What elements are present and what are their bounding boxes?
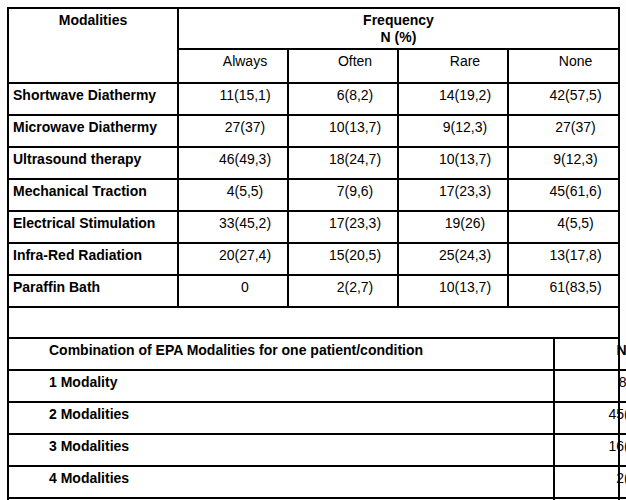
value-cell: 10(13,7) xyxy=(288,115,398,147)
modalities-frequency-table: Modalities Frequency N (%) Always Often … xyxy=(9,9,618,306)
value-cell: 11(15,1) xyxy=(178,83,288,115)
value-cell: 27(37) xyxy=(508,115,618,147)
row-label: Electrical Stimulation xyxy=(9,211,178,243)
frequency-group-header-line1: Frequency xyxy=(181,12,616,29)
table-row: 2 Modalities 45(61,7) xyxy=(9,402,626,434)
row-label: 4 Modalities xyxy=(9,466,554,498)
outer-border-box: Modalities Frequency N (%) Always Often … xyxy=(7,7,620,500)
value-cell: 7(9,6) xyxy=(288,179,398,211)
table-row: Infra-Red Radiation 20(27,4) 15(20,5) 25… xyxy=(9,243,618,275)
column-header-none: None xyxy=(508,49,618,83)
value-cell: 17(23,3) xyxy=(398,179,508,211)
value-cell: 18(24,7) xyxy=(288,147,398,179)
value-cell: 2(2,7) xyxy=(288,275,398,306)
modalities-column-header: Modalities xyxy=(9,9,178,83)
table-figure: Modalities Frequency N (%) Always Often … xyxy=(0,0,626,500)
row-label: 1 Modality xyxy=(9,370,554,402)
table-row: 1 Modality 8(11) xyxy=(9,370,626,402)
row-label: 2 Modalities xyxy=(9,402,554,434)
table-separator-band xyxy=(9,306,618,339)
value-cell: 19(26) xyxy=(398,211,508,243)
value-cell: 2(2,7) xyxy=(554,466,626,498)
column-header-often: Often xyxy=(288,49,398,83)
column-header-always: Always xyxy=(178,49,288,83)
value-cell: 9(12,3) xyxy=(398,115,508,147)
row-label: Microwave Diathermy xyxy=(9,115,178,147)
value-cell: 10(13,7) xyxy=(398,147,508,179)
row-label: 3 Modalities xyxy=(9,434,554,466)
table-row: 3 Modalities 16(21,9) xyxy=(9,434,626,466)
value-cell: 0 xyxy=(178,275,288,306)
value-cell: 27(37) xyxy=(178,115,288,147)
value-cell: 45(61,6) xyxy=(508,179,618,211)
row-label: Mechanical Traction xyxy=(9,179,178,211)
value-cell: 14(19,2) xyxy=(398,83,508,115)
value-cell: 9(12,3) xyxy=(508,147,618,179)
value-cell: 20(27,4) xyxy=(178,243,288,275)
table-row: Ultrasound therapy 46(49,3) 18(24,7) 10(… xyxy=(9,147,618,179)
value-cell: 16(21,9) xyxy=(554,434,626,466)
value-cell: 17(23,3) xyxy=(288,211,398,243)
row-label: Shortwave Diathermy xyxy=(9,83,178,115)
table-row: Paraffin Bath 0 2(2,7) 10(13,7) 61(83,5) xyxy=(9,275,618,306)
value-cell: 6(8,2) xyxy=(288,83,398,115)
column-header-rare: Rare xyxy=(398,49,508,83)
value-cell: 42(57,5) xyxy=(508,83,618,115)
row-label: Paraffin Bath xyxy=(9,275,178,306)
value-cell: 8(11) xyxy=(554,370,626,402)
value-cell: 4(5,5) xyxy=(178,179,288,211)
frequency-group-header: Frequency N (%) xyxy=(178,9,618,49)
value-cell: 33(45,2) xyxy=(178,211,288,243)
row-label: Infra-Red Radiation xyxy=(9,243,178,275)
value-cell: 25(24,3) xyxy=(398,243,508,275)
value-cell: 4(5,5) xyxy=(508,211,618,243)
frequency-group-header-line2: N (%) xyxy=(181,29,616,46)
table-row: 4 Modalities 2(2,7) xyxy=(9,466,626,498)
value-cell: 15(20,5) xyxy=(288,243,398,275)
table-row: Shortwave Diathermy 11(15,1) 6(8,2) 14(1… xyxy=(9,83,618,115)
combination-header-label: Combination of EPA Modalities for one pa… xyxy=(9,339,554,370)
value-cell: 10(13,7) xyxy=(398,275,508,306)
table-row: Microwave Diathermy 27(37) 10(13,7) 9(12… xyxy=(9,115,618,147)
row-label: Ultrasound therapy xyxy=(9,147,178,179)
value-cell: 13(17,8) xyxy=(508,243,618,275)
table-row: Mechanical Traction 4(5,5) 7(9,6) 17(23,… xyxy=(9,179,618,211)
combination-header-value: N (%) xyxy=(554,339,626,370)
value-cell: 45(61,7) xyxy=(554,402,626,434)
table-row: Electrical Stimulation 33(45,2) 17(23,3)… xyxy=(9,211,618,243)
combination-table: Combination of EPA Modalities for one pa… xyxy=(9,339,626,500)
table-row: Combination of EPA Modalities for one pa… xyxy=(9,339,626,370)
value-cell: 46(49,3) xyxy=(178,147,288,179)
value-cell: 61(83,5) xyxy=(508,275,618,306)
